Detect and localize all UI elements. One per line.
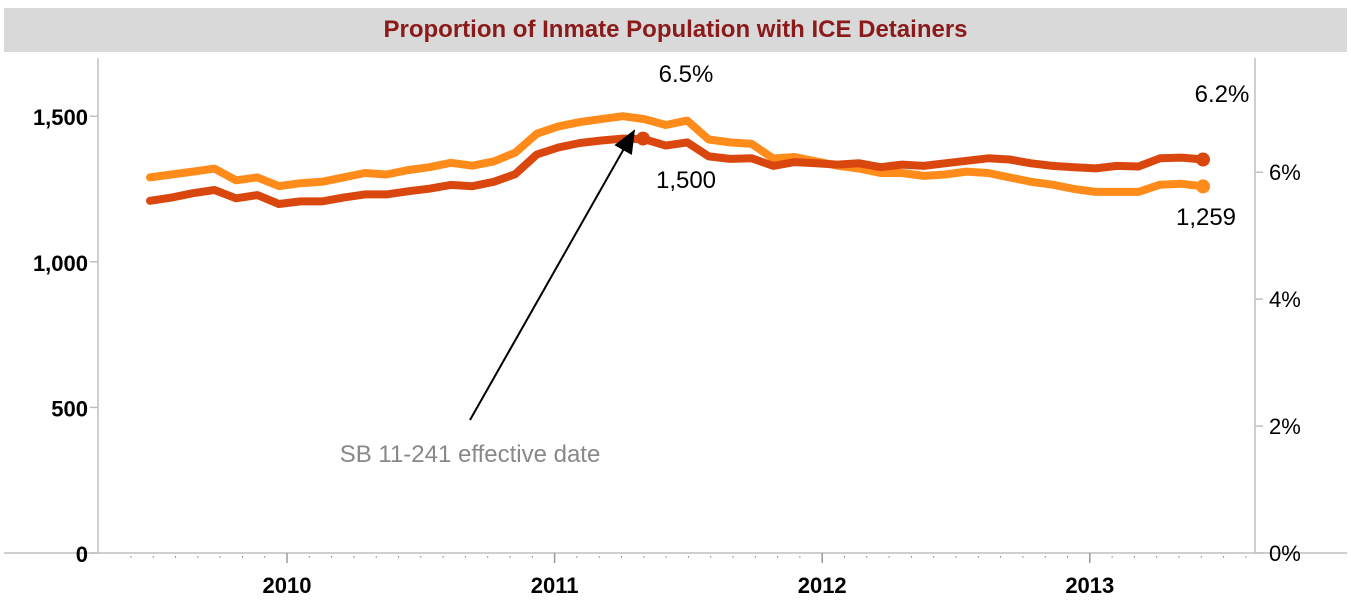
data-label-peak-count: 1,500 <box>656 167 716 194</box>
x-tick-label: 2010 <box>263 573 312 598</box>
left-tick-label: 0 <box>76 542 88 567</box>
series-percent-peak-marker <box>636 131 650 146</box>
annotation-arrow <box>469 129 635 421</box>
left-tick-label: 1,500 <box>33 105 88 130</box>
x-tick-label: 2012 <box>798 573 847 598</box>
x-tick-label: 2011 <box>531 573 579 598</box>
chart-title-bar: Proportion of Inmate Population with ICE… <box>4 8 1347 52</box>
annotation-sb-label: SB 11-241 effective date <box>340 441 601 468</box>
right-tick-label: 6% <box>1269 160 1301 185</box>
series-count-end-marker <box>1196 179 1210 194</box>
chart-title: Proportion of Inmate Population with ICE… <box>383 16 968 43</box>
data-label-end-percent: 6.2% <box>1195 81 1250 108</box>
right-tick-label: 0% <box>1269 541 1301 566</box>
series-count-line <box>146 112 1207 196</box>
data-label-peak-percent: 6.5% <box>659 61 714 88</box>
right-tick-label: 2% <box>1269 414 1301 439</box>
series-percent-end-marker <box>1196 152 1210 167</box>
right-tick-label: 4% <box>1269 287 1301 312</box>
data-label-end-count: 1,259 <box>1176 204 1236 231</box>
left-tick-label: 1,000 <box>33 251 88 276</box>
left-tick-label: 500 <box>51 396 88 421</box>
series-percent-line <box>146 134 1207 208</box>
x-tick-label: 2013 <box>1065 573 1114 598</box>
